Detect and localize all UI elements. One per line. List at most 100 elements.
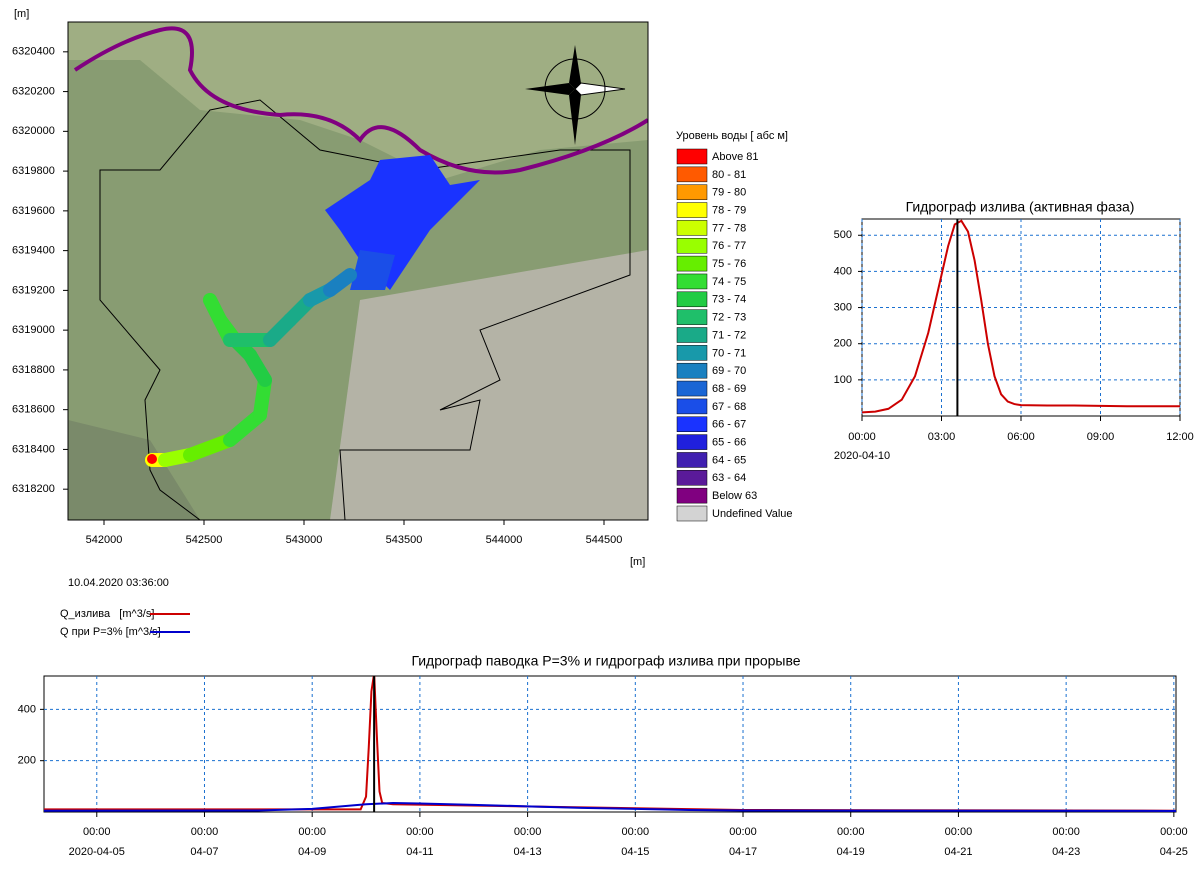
y-tick-label: 6319000 bbox=[12, 324, 55, 336]
x-tick-label: 542500 bbox=[186, 534, 223, 546]
x-tick-date: 04-09 bbox=[298, 846, 326, 858]
y-tick-label: 200 bbox=[834, 338, 852, 350]
x-tick-label: 542000 bbox=[86, 534, 123, 546]
legend-swatch bbox=[676, 166, 708, 183]
y-tick-label: 6319600 bbox=[12, 205, 55, 217]
legend-label: Below 63 bbox=[712, 490, 757, 502]
x-tick-label: 00:00 bbox=[945, 826, 973, 838]
x-tick-date: 04-17 bbox=[729, 846, 757, 858]
x-tick-date: 04-23 bbox=[1052, 846, 1080, 858]
flood-channel bbox=[323, 268, 357, 297]
x-tick-date: 04-13 bbox=[514, 846, 542, 858]
y-tick-label: 6319200 bbox=[12, 284, 55, 296]
legend-swatch bbox=[676, 184, 708, 200]
y-tick-label: 500 bbox=[834, 229, 852, 241]
legend-swatch bbox=[676, 487, 708, 504]
y-tick-label: 6318600 bbox=[12, 404, 55, 416]
x-tick-date: 2020-04-05 bbox=[69, 846, 125, 858]
x-date-label: 2020-04-10 bbox=[834, 450, 890, 462]
y-tick-label: 100 bbox=[834, 374, 852, 386]
district-boundary bbox=[99, 99, 631, 520]
flood-source bbox=[147, 454, 157, 464]
x-tick-date: 04-11 bbox=[406, 846, 433, 858]
legend-swatch bbox=[676, 291, 708, 308]
x-tick-label: 00:00 bbox=[1052, 826, 1080, 838]
map-y-unit: [m] bbox=[14, 8, 29, 20]
legend-label: Above 81 bbox=[712, 151, 758, 163]
x-tick-label: 544500 bbox=[586, 534, 623, 546]
y-tick-label: 6320400 bbox=[12, 46, 55, 58]
chart-title: Гидрограф паводка P=3% и гидрограф излив… bbox=[411, 653, 800, 669]
legend-label: 68 - 69 bbox=[712, 383, 746, 395]
legend-label: 64 - 65 bbox=[712, 454, 746, 466]
legend-label: Q при P=3% [m^3/s] bbox=[60, 626, 161, 638]
y-tick-label: 6318200 bbox=[12, 483, 55, 495]
x-tick-date: 04-07 bbox=[190, 846, 218, 858]
legend-label: 80 - 81 bbox=[712, 169, 746, 181]
legend-swatch bbox=[676, 148, 708, 165]
legend-label: 78 - 79 bbox=[712, 204, 746, 216]
legend-label: 69 - 70 bbox=[712, 365, 746, 377]
legend-swatch bbox=[676, 220, 708, 236]
x-tick-label: 09:00 bbox=[1087, 431, 1115, 443]
legend-swatch bbox=[676, 505, 708, 522]
map-image bbox=[68, 22, 648, 520]
x-tick-label: 00:00 bbox=[729, 826, 757, 838]
legend-label: 67 - 68 bbox=[712, 401, 746, 413]
x-tick-label: 00:00 bbox=[83, 826, 111, 838]
y-tick-label: 6318400 bbox=[12, 443, 55, 455]
legend-label: 70 - 71 bbox=[712, 347, 746, 359]
legend-swatch bbox=[676, 416, 708, 432]
x-tick-date: 04-21 bbox=[944, 846, 972, 858]
legend-swatch bbox=[676, 470, 708, 486]
legend-label: 71 - 72 bbox=[712, 329, 746, 341]
plot-area bbox=[43, 675, 1177, 813]
series-group bbox=[862, 219, 1180, 414]
y-tick-label: 6319400 bbox=[12, 245, 55, 257]
legend-label: 72 - 73 bbox=[712, 312, 746, 324]
x-tick-date: 04-15 bbox=[621, 846, 649, 858]
x-tick-label: 00:00 bbox=[837, 826, 865, 838]
legend-label: 79 - 80 bbox=[712, 187, 746, 199]
legend-swatch bbox=[676, 238, 708, 254]
y-tick-label: 6320200 bbox=[12, 85, 55, 97]
legend-label: 66 - 67 bbox=[712, 419, 746, 431]
river bbox=[73, 26, 648, 175]
x-tick-label: 00:00 bbox=[514, 826, 542, 838]
legend-swatch bbox=[676, 202, 708, 218]
y-tick-label: 400 bbox=[18, 703, 36, 715]
x-tick-label: 00:00 bbox=[622, 826, 650, 838]
flood-channel bbox=[203, 293, 237, 347]
y-tick-label: 6318800 bbox=[12, 364, 55, 376]
legend-label: 73 - 74 bbox=[712, 294, 746, 306]
x-tick-label: 00:00 bbox=[298, 826, 326, 838]
series-line bbox=[44, 802, 1176, 812]
legend-swatch bbox=[676, 434, 708, 450]
legend-label: 76 - 77 bbox=[712, 240, 746, 252]
legend-swatch bbox=[676, 452, 708, 468]
y-tick-label: 200 bbox=[18, 755, 36, 767]
x-tick-label: 543500 bbox=[386, 534, 423, 546]
x-tick-label: 544000 bbox=[486, 534, 523, 546]
legend-label: 77 - 78 bbox=[712, 222, 746, 234]
x-tick-date: 04-25 bbox=[1160, 846, 1188, 858]
x-tick-label: 12:00 bbox=[1166, 431, 1194, 443]
x-tick-label: 00:00 bbox=[1160, 826, 1188, 838]
legend-label: 74 - 75 bbox=[712, 276, 746, 288]
legend-swatch bbox=[676, 327, 708, 343]
compass bbox=[525, 45, 626, 145]
map-x-unit: [m] bbox=[630, 556, 645, 568]
legend-label: Q_излива [m^3/s] bbox=[60, 608, 154, 620]
flood-area bbox=[350, 250, 395, 290]
x-tick-date: 04-19 bbox=[837, 846, 865, 858]
legend-title: Уровень воды [ абс м] bbox=[676, 130, 788, 142]
x-tick-label: 00:00 bbox=[848, 431, 876, 443]
series-line bbox=[862, 219, 1180, 414]
legend-swatch bbox=[676, 273, 708, 290]
x-tick-label: 543000 bbox=[286, 534, 323, 546]
legend-swatch bbox=[676, 345, 708, 361]
x-tick-label: 00:00 bbox=[406, 826, 434, 838]
legend-swatch bbox=[676, 380, 708, 397]
